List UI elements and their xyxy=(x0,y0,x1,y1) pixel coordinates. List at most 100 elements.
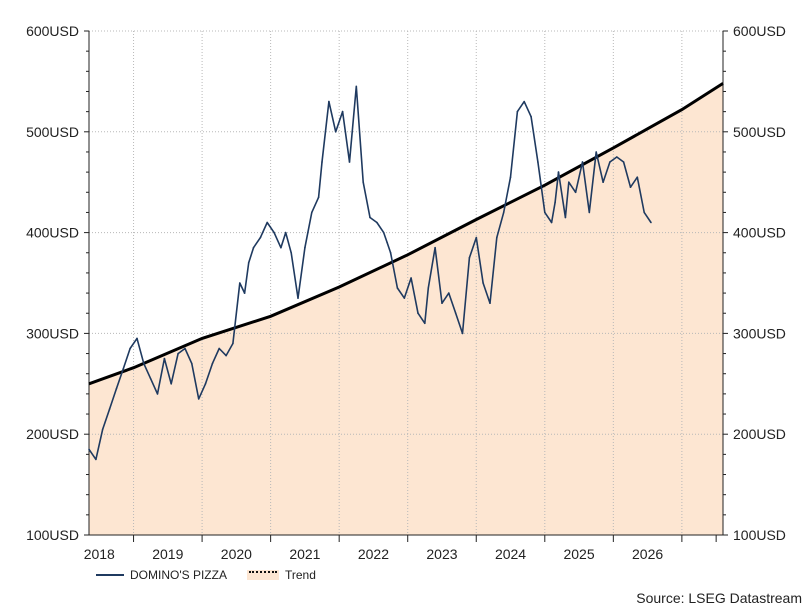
dominos-price-point xyxy=(252,246,255,249)
dominos-price-point xyxy=(650,221,652,224)
dominos-price-point xyxy=(297,297,299,299)
dominos-price-point xyxy=(362,181,365,183)
dominos-price-point xyxy=(225,354,227,357)
x-tick-label-2020: 2020 xyxy=(221,546,252,562)
dominos-price-point xyxy=(424,322,426,325)
dominos-price-point xyxy=(232,342,234,345)
dominos-price-point xyxy=(284,231,287,234)
dominos-price-point xyxy=(454,312,457,315)
dominos-price-point xyxy=(341,110,344,113)
dominos-price-point xyxy=(88,448,90,451)
y-tick-label-left-100: 100USD xyxy=(26,527,79,543)
dominos-price-point xyxy=(311,211,313,214)
dominos-price-point xyxy=(509,176,512,178)
x-tick-label-2024: 2024 xyxy=(495,546,526,562)
y-tick-label-left-300: 300USD xyxy=(26,325,79,341)
dominos-price-point xyxy=(280,246,282,249)
dominos-price-point xyxy=(239,282,241,284)
dominos-price-point xyxy=(602,181,604,183)
dominos-price-point xyxy=(143,362,145,365)
dominos-price-point xyxy=(537,161,539,163)
dominos-price-point xyxy=(266,221,269,224)
dominos-price-point xyxy=(129,347,131,350)
dominos-price-point xyxy=(629,186,632,188)
dominos-price-point xyxy=(95,458,97,461)
dominos-price-point xyxy=(581,161,584,163)
dominos-price-point xyxy=(170,383,172,385)
dominos-price-point xyxy=(636,176,639,178)
dominos-price-point xyxy=(468,257,471,259)
dominos-price-point xyxy=(523,100,525,103)
dominos-price-point xyxy=(218,347,220,350)
dominos-price-point xyxy=(211,362,214,365)
x-tick-label-2019: 2019 xyxy=(152,546,183,562)
dominos-price-point xyxy=(475,236,478,239)
dominos-price-point xyxy=(156,393,159,395)
dominos-price-point xyxy=(389,252,392,254)
x-tick-label-2022: 2022 xyxy=(358,546,389,562)
dominos-price-point xyxy=(247,262,250,264)
dominos-price-point xyxy=(574,191,577,194)
dominos-price-point xyxy=(482,282,484,284)
dominos-price-point xyxy=(427,287,430,289)
dominos-price-line xyxy=(88,85,652,461)
dominos-price-point xyxy=(108,408,111,410)
dominos-price-point xyxy=(609,161,611,163)
y-tick-label-left-500: 500USD xyxy=(26,124,79,140)
dominos-price-point xyxy=(550,221,553,224)
dominos-price-point xyxy=(496,236,498,239)
trend-area-fill xyxy=(89,83,723,536)
dominos-price-point xyxy=(616,156,618,158)
dominos-price-point xyxy=(622,161,625,163)
dominos-price-point xyxy=(516,110,519,113)
dominos-price-point xyxy=(502,211,505,214)
dominos-price-point xyxy=(163,357,166,360)
dominos-price-point xyxy=(568,181,570,183)
dominos-price-point xyxy=(334,131,337,133)
dominos-price-point xyxy=(461,332,464,335)
legend-swatch-dominos xyxy=(96,574,124,576)
legend-swatch-trend xyxy=(246,570,279,580)
dominos-price-point xyxy=(149,378,152,380)
dominos-price-point xyxy=(273,231,275,234)
dominos-price-point xyxy=(448,292,450,294)
y-tick-label-right-100: 100USD xyxy=(733,527,786,543)
dominos-price-point xyxy=(441,302,443,305)
dominos-price-point xyxy=(396,287,399,289)
legend: DOMINO'S PIZZA Trend xyxy=(96,568,316,582)
dominos-price-point xyxy=(290,252,293,254)
dominos-price-point xyxy=(177,352,179,355)
dominos-price-point xyxy=(417,312,419,315)
dominos-price-point xyxy=(317,196,320,199)
dominos-price-point xyxy=(489,302,491,305)
y-tick-label-right-300: 300USD xyxy=(733,325,786,341)
dominos-price-point xyxy=(355,85,358,88)
dominos-price-point xyxy=(530,115,532,118)
dominos-price-point xyxy=(376,221,378,224)
y-tick-label-right-600: 600USD xyxy=(733,23,786,39)
x-tick-label-2025: 2025 xyxy=(563,546,594,562)
dominos-price-point xyxy=(122,367,125,370)
y-tick-label-right-400: 400USD xyxy=(733,225,786,241)
dominos-price-point xyxy=(191,362,193,365)
dominos-price-point xyxy=(304,246,306,249)
y-tick-label-left-400: 400USD xyxy=(26,225,79,241)
dominos-price-point xyxy=(557,171,560,173)
dominos-price-point xyxy=(382,231,385,234)
dominos-price-point xyxy=(369,216,371,219)
dominos-price-point xyxy=(588,211,591,214)
dominos-price-point xyxy=(554,201,556,204)
x-tick-label-2018: 2018 xyxy=(84,546,115,562)
dominos-price-point xyxy=(101,428,104,431)
dominos-price-point xyxy=(115,388,118,390)
dominos-price-point xyxy=(328,100,330,103)
source-note: Source: LSEG Datastream xyxy=(636,590,802,606)
dominos-price-point xyxy=(434,246,436,249)
y-tick-label-right-500: 500USD xyxy=(733,124,786,140)
dominos-price-point xyxy=(136,337,138,340)
dominos-price-point xyxy=(544,211,546,214)
dominos-price-point xyxy=(321,161,323,163)
trend-line xyxy=(88,82,724,386)
dominos-price-point xyxy=(259,236,262,239)
y-tick-label-right-200: 200USD xyxy=(733,426,786,442)
